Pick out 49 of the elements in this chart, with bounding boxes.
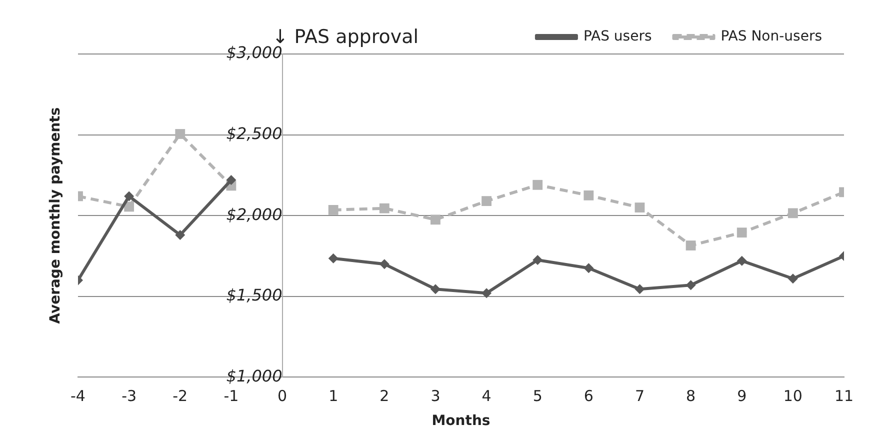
point [328,204,338,215]
point [736,228,747,238]
point [430,214,440,225]
point [379,259,390,270]
point [124,191,134,202]
point [634,202,645,212]
x-tick-label: 8 [686,387,696,406]
x-tick-label: 4 [482,387,492,406]
x-tick-label: 6 [584,387,594,406]
point [482,288,492,298]
point [379,203,390,214]
point [175,129,186,139]
x-tick-label: 1 [328,387,338,406]
y-tick-label: $2,500 [226,124,282,143]
y-tick-label: $1,000 [226,366,282,386]
x-tick-label: 0 [277,387,288,406]
point [532,255,543,266]
point [634,284,645,294]
legend-label: PAS Non-users [720,28,822,45]
legend-label: PAS users [583,28,652,45]
y-tick-label: $3,000 [226,43,282,62]
point [175,230,186,240]
x-tick-label: 11 [834,387,854,406]
x-tick-label: 7 [634,387,645,406]
x-tick-label: -1 [224,387,239,406]
point [532,180,543,190]
x-tick-label: -2 [172,387,188,406]
x-tick-label: 10 [783,387,802,406]
point [430,284,440,294]
x-tick-label: 5 [532,387,542,406]
x-tick-label: 2 [380,387,390,406]
x-tick-label: -4 [70,387,86,406]
point [686,280,696,290]
point [584,190,594,200]
point [736,256,747,266]
y-axis-title: Average monthly payments [48,107,64,324]
point [584,263,594,274]
x-tick-label: 9 [737,387,747,406]
point [328,253,338,264]
x-axis-title: Months [432,413,490,430]
point [226,175,236,186]
point [482,196,492,206]
y-tick-label: $2,000 [226,204,282,224]
x-tick-label: 3 [430,387,440,406]
point [686,240,696,250]
y-tick-label: $1,500 [226,286,282,305]
point [788,208,798,218]
x-tick-label: -3 [122,387,137,406]
point [788,274,798,284]
